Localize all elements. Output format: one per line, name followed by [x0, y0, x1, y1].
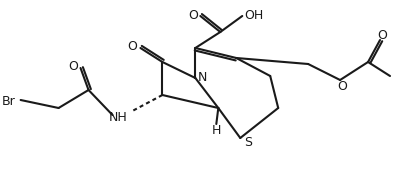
Text: S: S — [244, 136, 252, 150]
Text: O: O — [337, 80, 347, 93]
Text: N: N — [198, 71, 207, 84]
Text: O: O — [188, 8, 198, 21]
Text: O: O — [128, 39, 137, 53]
Text: NH: NH — [109, 111, 128, 123]
Text: Br: Br — [2, 94, 16, 107]
Text: O: O — [69, 60, 78, 73]
Text: H: H — [212, 123, 221, 136]
Text: O: O — [377, 28, 387, 42]
Text: OH: OH — [245, 8, 264, 21]
